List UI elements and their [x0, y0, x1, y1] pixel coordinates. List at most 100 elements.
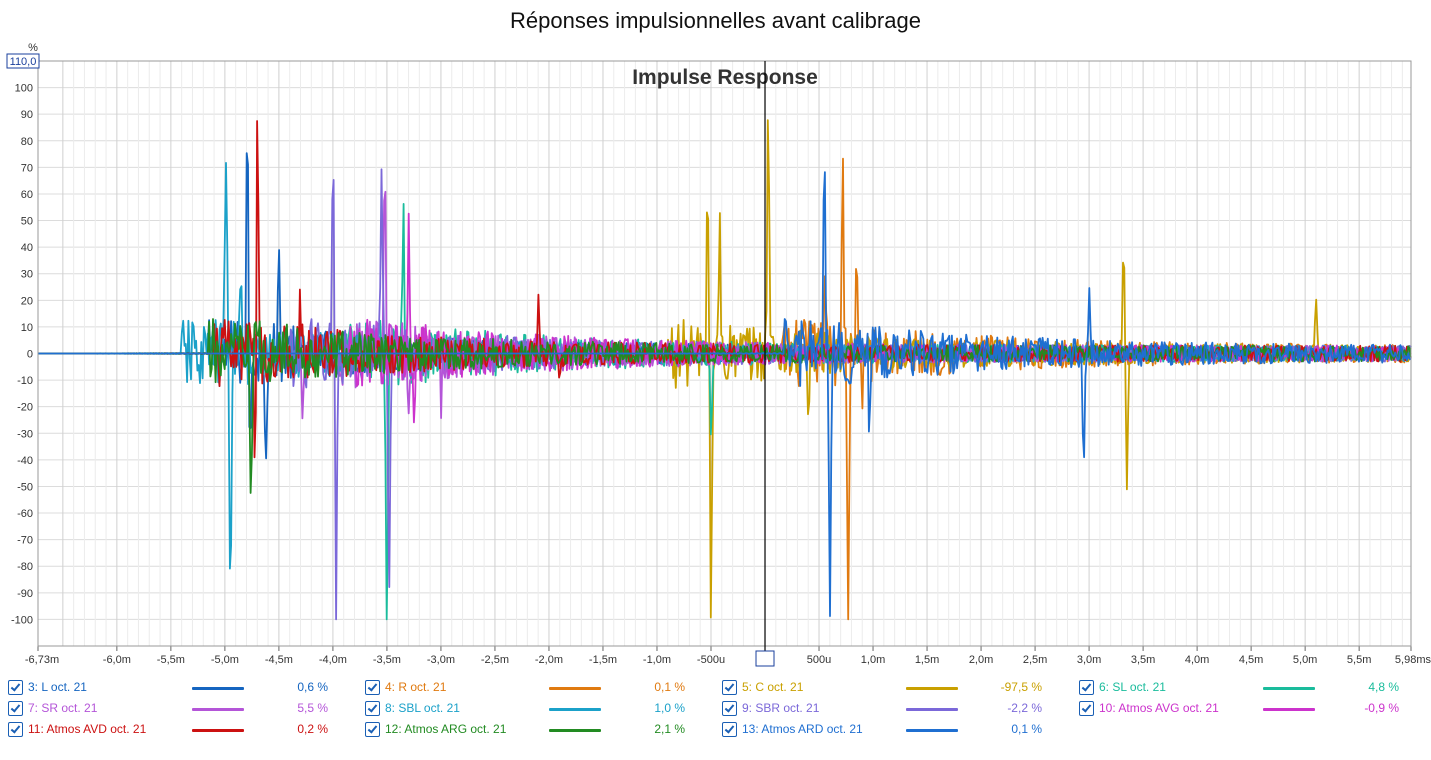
- y-tick-label: 100: [15, 83, 33, 95]
- trace-10: [38, 171, 1412, 617]
- legend-label: 5: C oct. 21: [742, 680, 804, 694]
- legend-item[interactable]: 4: R oct. 21 0,1 %: [365, 678, 695, 698]
- x-tick-label: -3,5m: [373, 654, 401, 666]
- x-tick-label: -1,0m: [643, 654, 671, 666]
- legend-checkbox[interactable]: [722, 722, 737, 737]
- y-tick-label: 90: [21, 109, 33, 121]
- x-tick-label: 3,5m: [1131, 654, 1155, 666]
- legend-label: 11: Atmos AVD oct. 21: [28, 722, 147, 736]
- legend-value: 4,8 %: [1368, 680, 1399, 694]
- legend-value: 0,2 %: [297, 722, 328, 736]
- legend-item[interactable]: 11: Atmos AVD oct. 21 0,2 %: [8, 720, 338, 740]
- x-tick-label: -4,0m: [319, 654, 347, 666]
- legend-item[interactable]: 7: SR oct. 21 5,5 %: [8, 699, 338, 719]
- legend-checkbox[interactable]: [8, 680, 23, 695]
- x-tick-label: 4,0m: [1185, 654, 1209, 666]
- y-tick-label: -90: [17, 588, 33, 600]
- x-tick-label: 5,98ms: [1395, 654, 1431, 666]
- legend-swatch: [549, 708, 601, 711]
- legend-label: 10: Atmos AVG oct. 21: [1099, 701, 1219, 715]
- legend-value: -0,9 %: [1364, 701, 1399, 715]
- x-tick-label: -2,5m: [481, 654, 509, 666]
- legend-label: 3: L oct. 21: [28, 680, 87, 694]
- cursor-label-box[interactable]: [755, 650, 775, 667]
- x-tick-label: -6,0m: [103, 654, 131, 666]
- legend-swatch: [906, 729, 958, 732]
- legend-value: 1,0 %: [654, 701, 685, 715]
- y-tick-label: 50: [21, 216, 33, 228]
- x-tick-label: 500u: [807, 654, 831, 666]
- legend-label: 13: Atmos ARD oct. 21: [742, 722, 863, 736]
- y-tick-label: -40: [17, 455, 33, 467]
- y-tick-label: -50: [17, 481, 33, 493]
- impulse-response-chart[interactable]: 1009080706050403020100-10-20-30-40-50-60…: [0, 0, 1431, 676]
- y-tick-label: -60: [17, 508, 33, 520]
- legend-value: -2,2 %: [1007, 701, 1042, 715]
- y-tick-label: 60: [21, 189, 33, 201]
- chart-title: Impulse Response: [632, 66, 818, 89]
- x-tick-label: 5,5m: [1347, 654, 1371, 666]
- legend: 3: L oct. 21 0,6 % 4: R oct. 21 0,1 % 5: C o…: [0, 676, 1431, 760]
- legend-value: 0,1 %: [654, 680, 685, 694]
- legend-swatch: [549, 687, 601, 690]
- legend-item[interactable]: 3: L oct. 21 0,6 %: [8, 678, 338, 698]
- y-tick-label: -80: [17, 561, 33, 573]
- legend-item[interactable]: 9: SBR oct. 21 -2,2 %: [722, 699, 1052, 719]
- legend-swatch: [192, 729, 244, 732]
- x-axis-ticks: -6,73m -6,0m -5,5m -5,0m -4,5m -4,0m -3,5m -3,0…: [25, 646, 1431, 666]
- x-tick-label: 5,0m: [1293, 654, 1317, 666]
- x-tick-label: 2,0m: [969, 654, 993, 666]
- legend-checkbox[interactable]: [365, 722, 380, 737]
- plot-border: [37, 60, 1412, 647]
- y-tick-label: 40: [21, 242, 33, 254]
- legend-checkbox[interactable]: [8, 722, 23, 737]
- legend-item[interactable]: 5: C oct. 21 -97,5 %: [722, 678, 1052, 698]
- legend-label: 6: SL oct. 21: [1099, 680, 1166, 694]
- legend-swatch: [1263, 687, 1315, 690]
- y-tick-label: 80: [21, 136, 33, 148]
- x-tick-label: -2,0m: [535, 654, 563, 666]
- legend-checkbox[interactable]: [365, 701, 380, 716]
- legend-item[interactable]: 12: Atmos ARG oct. 21 2,1 %: [365, 720, 695, 740]
- y-tick-label: 30: [21, 269, 33, 281]
- traces: [38, 119, 1412, 621]
- y-tick-label: -70: [17, 535, 33, 547]
- x-tick-label: -500u: [697, 654, 725, 666]
- legend-label: 9: SBR oct. 21: [742, 701, 820, 715]
- legend-label: 7: SR oct. 21: [28, 701, 98, 715]
- legend-item[interactable]: 6: SL oct. 21 4,8 %: [1079, 678, 1409, 698]
- y-tick-label: 10: [21, 322, 33, 334]
- legend-checkbox[interactable]: [365, 680, 380, 695]
- y-axis-top-value: 110,0: [10, 56, 37, 68]
- legend-checkbox[interactable]: [722, 680, 737, 695]
- legend-item[interactable]: 8: SBL oct. 21 1,0 %: [365, 699, 695, 719]
- legend-swatch: [549, 729, 601, 732]
- legend-checkbox[interactable]: [722, 701, 737, 716]
- page-title: Réponses impulsionnelles avant calibrage: [510, 8, 921, 33]
- x-tick-label: 2,5m: [1023, 654, 1047, 666]
- legend-label: 8: SBL oct. 21: [385, 701, 460, 715]
- legend-value: -97,5 %: [1000, 680, 1042, 694]
- y-tick-label: -30: [17, 428, 33, 440]
- x-tick-label: 1,5m: [915, 654, 939, 666]
- y-tick-label: 70: [21, 162, 33, 174]
- trace-9: [38, 318, 1412, 494]
- x-tick-label: -5,0m: [211, 654, 239, 666]
- y-axis-ticks: 1009080706050403020100-10-20-30-40-50-60…: [11, 83, 33, 627]
- legend-label: 12: Atmos ARG oct. 21: [385, 722, 507, 736]
- legend-label: 4: R oct. 21: [385, 680, 447, 694]
- legend-swatch: [1263, 708, 1315, 711]
- x-tick-label: 3,0m: [1077, 654, 1101, 666]
- legend-checkbox[interactable]: [8, 701, 23, 716]
- legend-item[interactable]: 13: Atmos ARD oct. 21 0,1 %: [722, 720, 1052, 740]
- y-axis-top-box[interactable]: [6, 53, 40, 69]
- legend-item[interactable]: 10: Atmos AVG oct. 21 -0,9 %: [1079, 699, 1409, 719]
- legend-value: 2,1 %: [654, 722, 685, 736]
- x-tick-label: -4,5m: [265, 654, 293, 666]
- y-tick-label: -100: [11, 614, 33, 626]
- legend-checkbox[interactable]: [1079, 680, 1094, 695]
- legend-swatch: [906, 687, 958, 690]
- y-tick-label: -20: [17, 402, 33, 414]
- legend-swatch: [906, 708, 958, 711]
- legend-checkbox[interactable]: [1079, 701, 1094, 716]
